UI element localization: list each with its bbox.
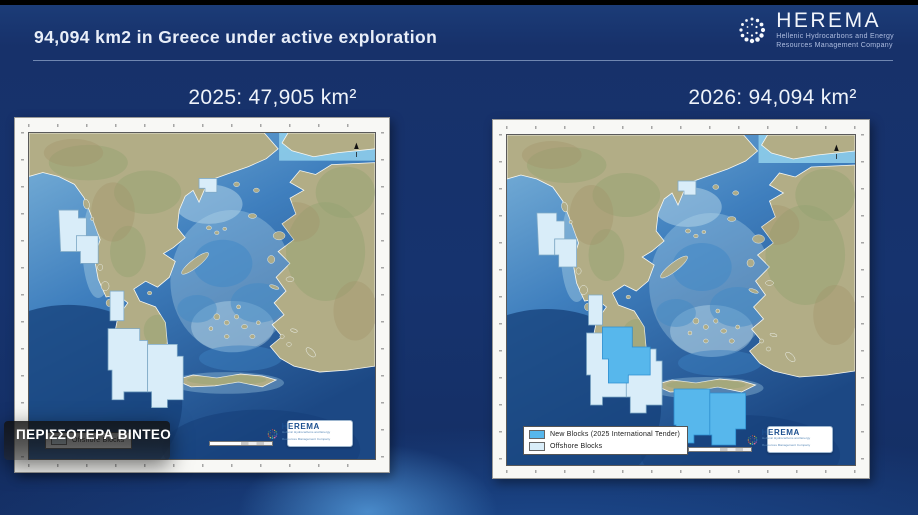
map-2025: ▲ Offshore Blocks HEREMA Hellenic Hydroc…	[28, 132, 376, 460]
mini-logo-tagline-2: Resources Management Company	[281, 437, 330, 441]
brand-tagline-2: Resources Management Company	[776, 42, 893, 50]
map-2026: ▲ New Blocks (2025 International Tender)…	[506, 134, 856, 466]
mini-logo-name: HEREMA	[281, 422, 320, 432]
map-frame-ticks	[28, 464, 376, 467]
herema-logo-icon	[267, 428, 278, 439]
map-legend-2026: New Blocks (2025 International Tender) Of…	[523, 426, 689, 455]
map-frame-ticks	[381, 132, 384, 460]
slide-title: 94,094 km2 in Greece under active explor…	[34, 27, 438, 47]
map-frame-ticks	[28, 124, 376, 127]
new-blocks-swatch	[529, 430, 545, 439]
herema-logo-icon	[739, 17, 766, 44]
brand-tagline-1: Hellenic Hydrocarbons and Energy	[776, 33, 894, 41]
map-title-2026: 2026: 94,094 km²	[688, 86, 857, 109]
map-2025-card: ▲ Offshore Blocks HEREMA Hellenic Hydroc…	[14, 117, 390, 473]
greece-map-2026	[507, 135, 855, 465]
mini-logo-tagline-2: Resources Management Company	[761, 443, 810, 447]
herema-map-logo: HEREMA Hellenic Hydrocarbons and Energy …	[747, 426, 833, 453]
scale-bar	[208, 441, 273, 446]
map-frame-ticks	[506, 126, 856, 129]
legend-label: New Blocks (2025 International Tender)	[550, 431, 681, 438]
legend-item: New Blocks (2025 International Tender)	[529, 430, 680, 439]
scale-bar	[687, 447, 752, 452]
mini-logo-name: HEREMA	[761, 428, 800, 438]
map-frame-ticks	[21, 132, 24, 460]
legend-label: Offshore Blocks	[550, 443, 603, 450]
north-arrow-icon: ▲	[833, 143, 841, 159]
north-arrow-icon: ▲	[353, 141, 361, 157]
more-videos-overlay-button[interactable]: ΠΕΡΙΣΣΟΤΕΡΑ ΒΙΝΤΕΟ	[4, 421, 172, 460]
mini-logo-tagline-1: Hellenic Hydrocarbons and Energy	[761, 437, 810, 441]
map-title-2025: 2025: 47,905 km²	[188, 86, 357, 109]
map-frame-ticks	[499, 134, 502, 466]
brand-name: HEREMA	[776, 9, 882, 32]
map-2026-card: ▲ New Blocks (2025 International Tender)…	[492, 119, 870, 479]
herema-logo-icon	[747, 434, 758, 445]
map-frame-ticks	[506, 470, 856, 473]
title-underline	[33, 60, 893, 61]
top-black-strip	[0, 0, 918, 5]
more-videos-label: ΠΕΡΙΣΣΟΤΕΡΑ ΒΙΝΤΕΟ	[16, 427, 172, 442]
mini-logo-tagline-1: Hellenic Hydrocarbons and Energy	[281, 431, 330, 435]
greece-map-2025	[29, 133, 375, 459]
herema-map-logo: HEREMA Hellenic Hydrocarbons and Energy …	[267, 420, 353, 447]
map-frame-ticks	[861, 134, 864, 466]
legend-item: Offshore Blocks	[529, 442, 680, 451]
offshore-blocks-swatch	[529, 442, 545, 451]
herema-brand: HEREMA Hellenic Hydrocarbons and Energy …	[735, 9, 894, 50]
